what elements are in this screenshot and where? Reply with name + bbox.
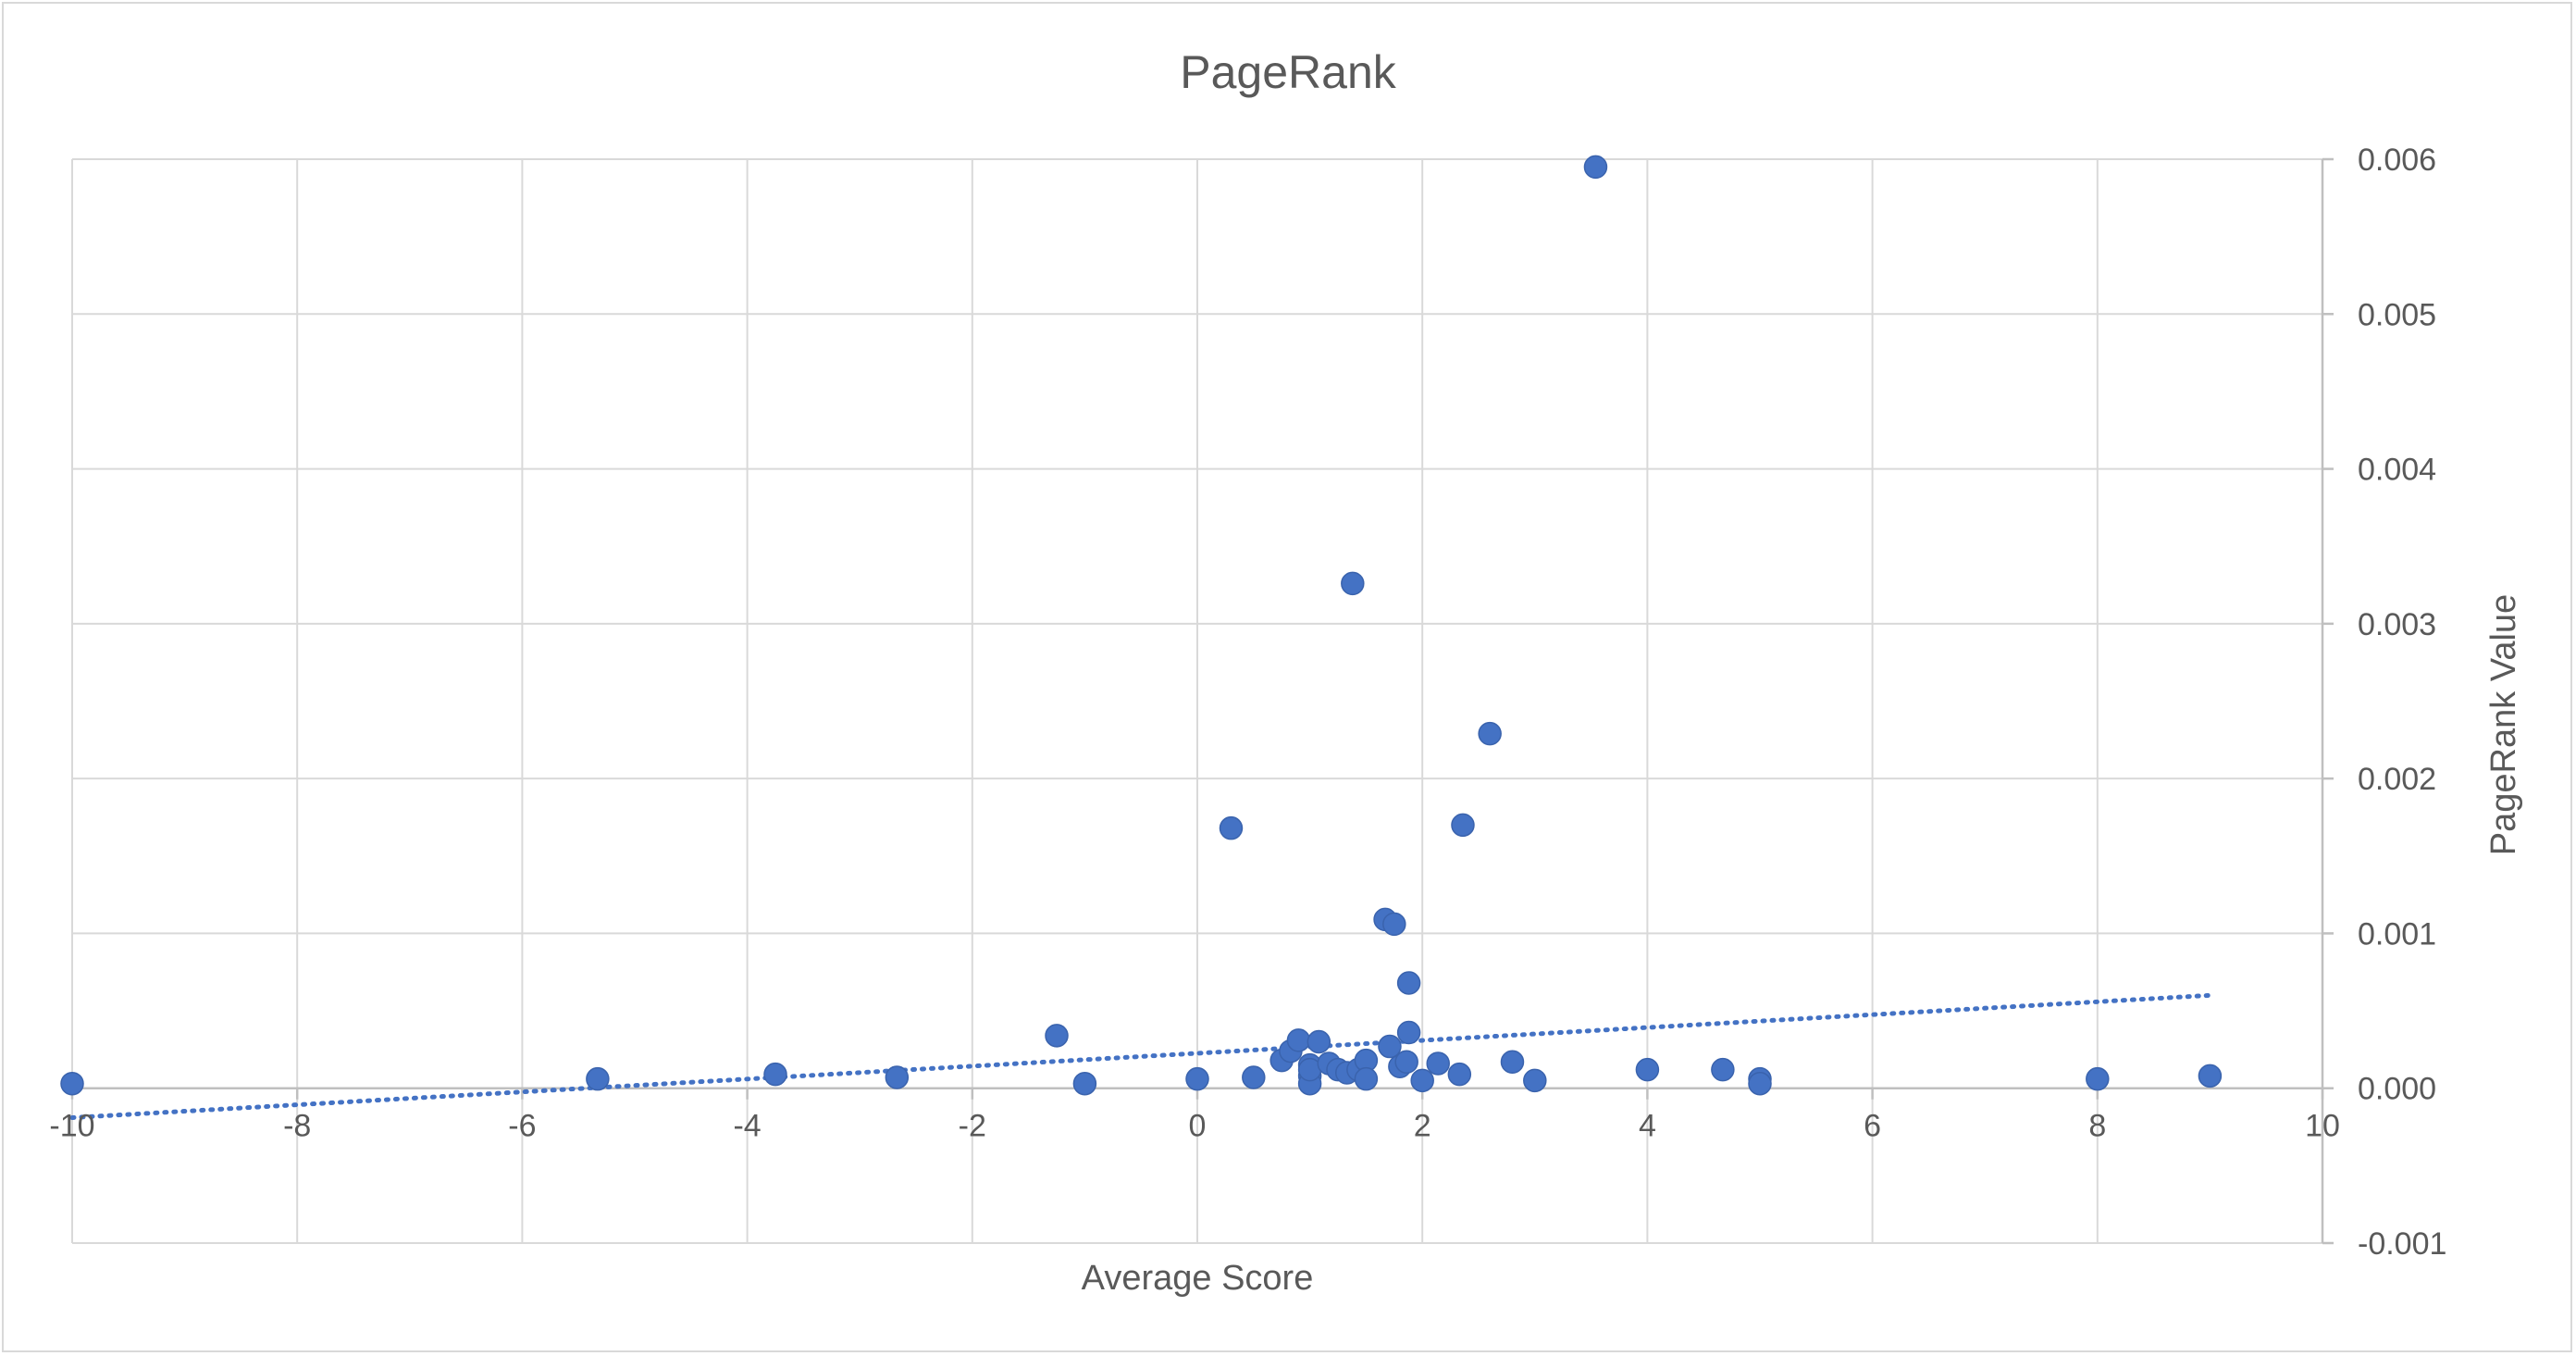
data-point — [1635, 1057, 1660, 1082]
data-point — [1396, 971, 1421, 995]
x-tick-label: 0 — [1189, 1109, 1207, 1144]
y-tick-label: 0.004 — [2358, 453, 2436, 488]
data-point — [1711, 1057, 1735, 1082]
data-point — [1382, 912, 1406, 937]
data-point — [1378, 1034, 1402, 1059]
y-tick-label: -0.001 — [2358, 1226, 2446, 1262]
data-point — [1219, 815, 1244, 840]
data-point — [1478, 721, 1502, 746]
data-point — [1341, 571, 1365, 596]
data-point — [1410, 1068, 1434, 1093]
data-point — [1242, 1065, 1266, 1089]
data-point — [1307, 1029, 1331, 1054]
x-tick-label: 6 — [1864, 1109, 1881, 1144]
data-point — [2086, 1066, 2110, 1091]
x-tick-label: -2 — [959, 1109, 986, 1144]
data-point — [60, 1071, 84, 1096]
data-point — [1426, 1051, 1450, 1076]
y-tick-label: 0.000 — [2358, 1072, 2436, 1107]
data-point — [1583, 155, 1608, 180]
x-tick-label: 2 — [1414, 1109, 1431, 1144]
data-point — [1185, 1066, 1209, 1091]
x-tick-label: 10 — [2305, 1109, 2340, 1144]
y-tick-label: 0.002 — [2358, 762, 2436, 797]
data-point — [1072, 1071, 1097, 1096]
y-tick-label: 0.001 — [2358, 916, 2436, 952]
data-point — [1354, 1066, 1379, 1091]
chart-title: PageRank — [1180, 46, 1396, 98]
data-points — [60, 155, 2223, 1096]
y-tick-labels: 0.006 0.005 0.004 0.003 0.002 0.001 0.000 -0.00… — [2358, 143, 2446, 1262]
y-tick-label: 0.005 — [2358, 297, 2436, 332]
x-tick-label: -4 — [733, 1109, 761, 1144]
data-point — [1045, 1024, 1069, 1048]
y-tick-label: 0.003 — [2358, 607, 2436, 642]
data-point — [1748, 1071, 1772, 1096]
x-tick-label: -10 — [49, 1109, 94, 1144]
y-tick-label: 0.006 — [2358, 143, 2436, 178]
data-point — [1396, 1020, 1421, 1045]
data-point — [885, 1065, 910, 1089]
x-axis-title: Average Score — [1082, 1259, 1314, 1298]
data-point — [1451, 813, 1475, 838]
data-point — [1523, 1068, 1547, 1093]
x-tick-label: -8 — [283, 1109, 311, 1144]
x-tick-label: 8 — [2088, 1109, 2106, 1144]
y-axis-title: PageRank Value — [2484, 594, 2523, 855]
data-point — [1394, 1050, 1418, 1075]
x-tick-label: 4 — [1639, 1109, 1656, 1144]
data-point — [1286, 1028, 1311, 1052]
data-point — [586, 1066, 610, 1091]
data-point — [2198, 1064, 2223, 1089]
x-tick-label: -6 — [508, 1109, 536, 1144]
x-tick-labels: -10 -8 -6 -4 -2 0 2 4 6 8 10 — [49, 1109, 2339, 1144]
trendline — [69, 992, 2212, 1120]
data-point — [1500, 1050, 1525, 1075]
trendline-layer — [69, 992, 2212, 1120]
data-point — [1447, 1062, 1472, 1087]
data-point — [763, 1062, 787, 1087]
